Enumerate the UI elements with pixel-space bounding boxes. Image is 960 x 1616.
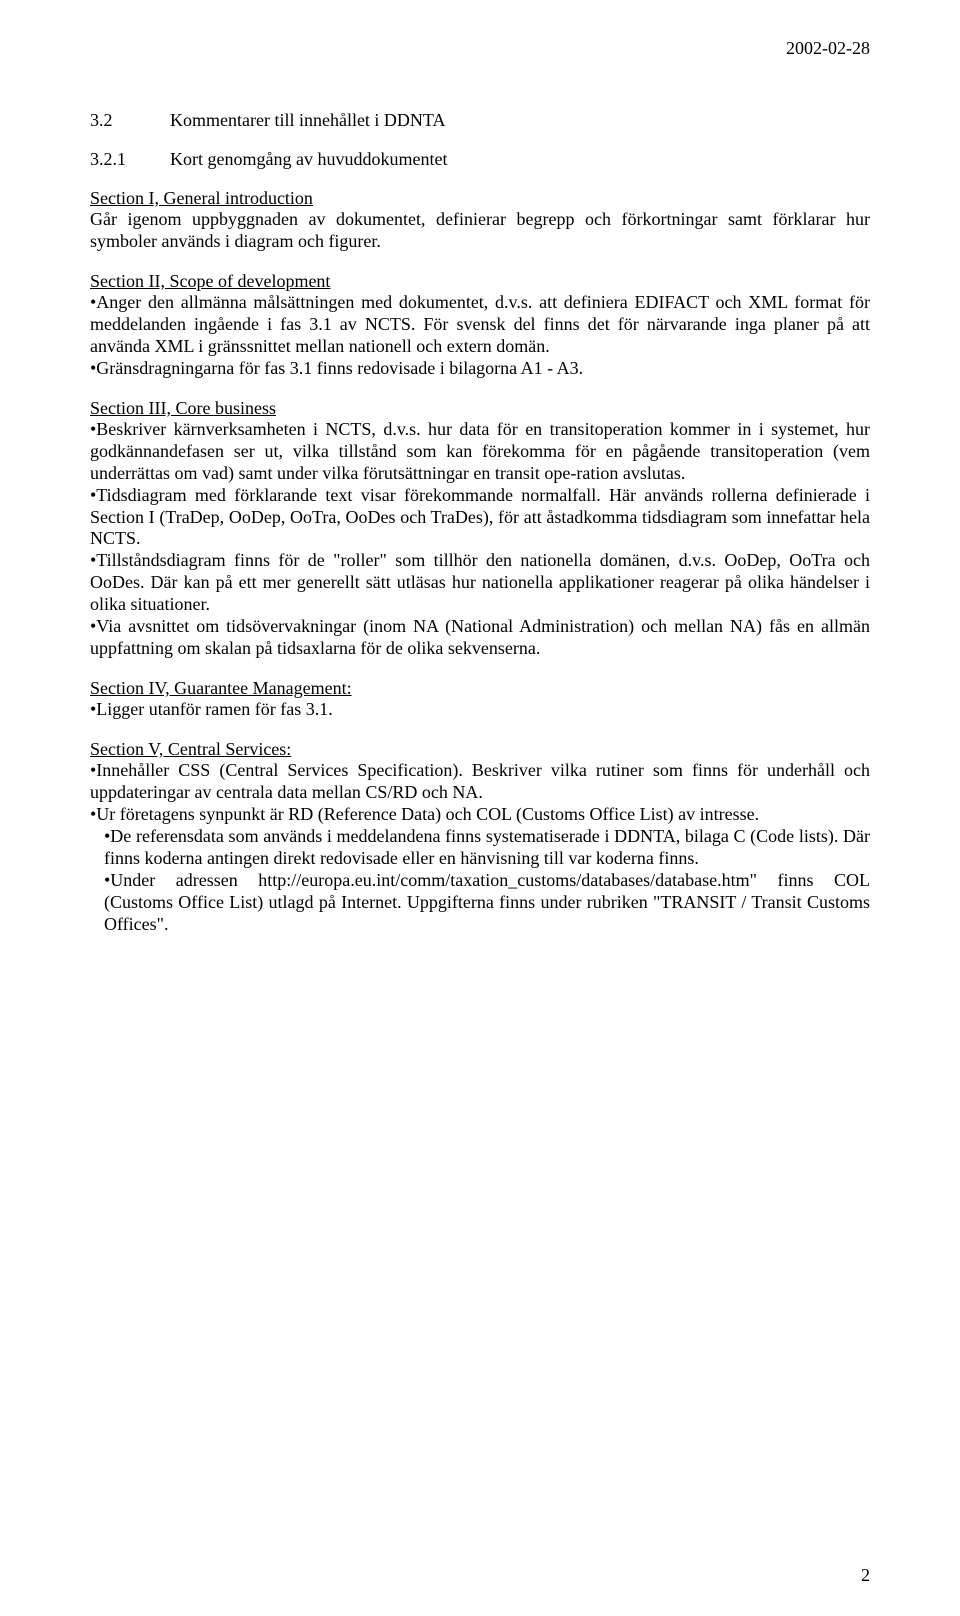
section-2-bullet-2: •Gränsdragningarna för fas 3.1 finns red… <box>90 358 870 380</box>
section-3-block: Section III, Core business •Beskriver kä… <box>90 398 870 660</box>
section-5-bullet-4: •Under adressen http://europa.eu.int/com… <box>90 870 870 936</box>
section-4-block: Section IV, Guarantee Management: •Ligge… <box>90 678 870 721</box>
section-2-title: Section II, Scope of development <box>90 271 870 292</box>
section-3-bullet-4: •Via avsnittet om tidsövervakningar (ino… <box>90 616 870 660</box>
section-2-bullet-1: •Anger den allmänna målsättningen med do… <box>90 292 870 358</box>
section-5-bullet-3: •De referensdata som används i meddeland… <box>90 826 870 870</box>
section-1-paragraph: Går igenom uppbyggnaden av dokumentet, d… <box>90 209 870 253</box>
section-1-title: Section I, General introduction <box>90 188 870 209</box>
section-3-bullet-2: •Tidsdiagram med förklarande text visar … <box>90 485 870 551</box>
heading-3-2: 3.2Kommentarer till innehållet i DDNTA <box>90 110 870 131</box>
section-2-block: Section II, Scope of development •Anger … <box>90 271 870 380</box>
section-1-block: Section I, General introduction Går igen… <box>90 188 870 253</box>
heading-3-2-text: Kommentarer till innehållet i DDNTA <box>170 110 445 130</box>
section-5-bullet-1: •Innehåller CSS (Central Services Specif… <box>90 760 870 804</box>
document-date: 2002-02-28 <box>786 38 870 59</box>
section-3-bullet-1: •Beskriver kärnverksamheten i NCTS, d.v.… <box>90 419 870 485</box>
section-5-title: Section V, Central Services: <box>90 739 870 760</box>
document-page: 2002-02-28 3.2Kommentarer till innehålle… <box>0 0 960 1616</box>
section-3-bullet-3: •Tillståndsdiagram finns för de "roller"… <box>90 550 870 616</box>
section-4-title: Section IV, Guarantee Management: <box>90 678 870 699</box>
section-3-title: Section III, Core business <box>90 398 870 419</box>
heading-3-2-1-number: 3.2.1 <box>90 149 170 170</box>
heading-3-2-1: 3.2.1Kort genomgång av huvuddokumentet <box>90 149 870 170</box>
section-4-bullet-1: •Ligger utanför ramen för fas 3.1. <box>90 699 870 721</box>
section-5-block: Section V, Central Services: •Innehåller… <box>90 739 870 936</box>
page-number: 2 <box>861 1565 870 1586</box>
heading-3-2-number: 3.2 <box>90 110 170 131</box>
heading-3-2-1-text: Kort genomgång av huvuddokumentet <box>170 149 447 169</box>
section-5-bullet-2: •Ur företagens synpunkt är RD (Reference… <box>90 804 870 826</box>
